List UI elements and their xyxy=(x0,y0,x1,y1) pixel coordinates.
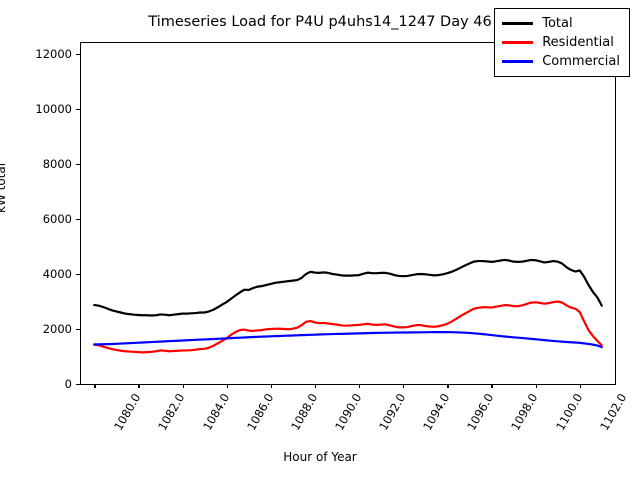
series-canvas xyxy=(93,258,603,354)
x-tick-label: 1096.0 xyxy=(464,391,497,433)
x-tick-label: 1092.0 xyxy=(376,391,409,433)
legend-entry-residential: Residential xyxy=(502,33,620,52)
chart-title: Timeseries Load for P4U p4uhs14_1247 Day… xyxy=(148,14,492,30)
y-tick-label: 10000 xyxy=(35,102,72,116)
legend-label: Residential xyxy=(542,35,614,50)
legend-entry-total: Total xyxy=(502,14,620,33)
x-axis-label: Hour of Year xyxy=(283,450,357,464)
legend-swatch-icon xyxy=(502,60,534,63)
legend-label: Total xyxy=(542,16,573,31)
legend-entry-commercial: Commercial xyxy=(502,52,620,71)
y-tick-label: 8000 xyxy=(42,157,72,171)
chart-legend: Total Residential Commercial xyxy=(494,8,630,77)
legend-swatch-icon xyxy=(502,41,534,44)
y-tick-label: 6000 xyxy=(42,212,72,226)
x-tick-label: 1094.0 xyxy=(420,391,453,433)
y-tick-label: 12000 xyxy=(35,47,72,61)
x-tick-label: 1100.0 xyxy=(552,391,585,433)
y-axis-label: kW total xyxy=(0,162,8,213)
series-line-commercial xyxy=(93,331,603,349)
x-tick-label: 1088.0 xyxy=(287,391,321,433)
legend-swatch-icon xyxy=(502,22,534,25)
legend-label: Commercial xyxy=(542,54,620,69)
x-tick-label: 1080.0 xyxy=(111,391,144,433)
y-tick-label: 0 xyxy=(64,377,72,391)
x-tick-label: 1086.0 xyxy=(243,391,276,433)
x-tick-label: 1098.0 xyxy=(508,391,541,433)
x-tick-label: 1090.0 xyxy=(332,391,365,433)
series-line-residential xyxy=(93,300,603,354)
x-tick-label: 1102.0 xyxy=(596,391,630,433)
y-tick-label: 2000 xyxy=(42,322,72,336)
plot-area xyxy=(80,42,616,385)
x-tick-label: 1082.0 xyxy=(155,391,188,433)
y-tick-label: 4000 xyxy=(42,267,72,281)
series-line-total xyxy=(93,258,603,317)
x-tick-label: 1084.0 xyxy=(199,391,232,433)
